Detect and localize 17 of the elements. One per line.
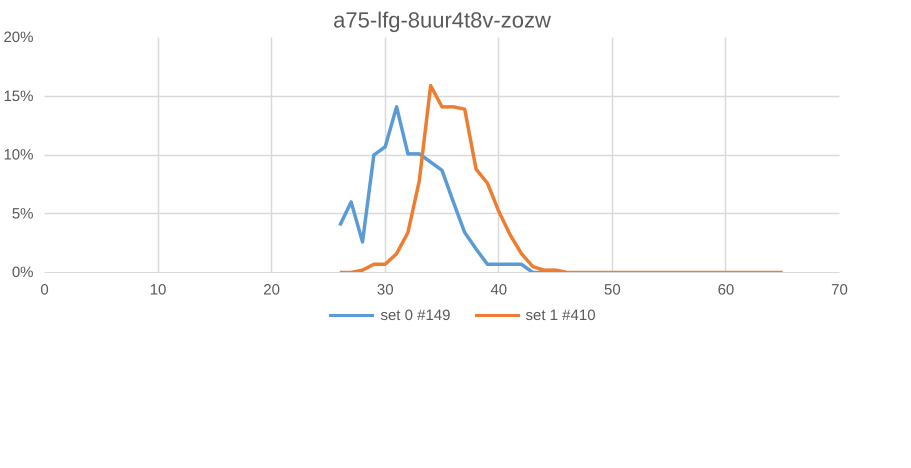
x-tick-label: 70 [831,282,848,298]
x-tick-label: 30 [376,282,394,298]
y-tick-label: 5% [12,205,34,222]
x-tick-label: 0 [40,282,49,298]
x-tick-label: 60 [718,282,734,298]
x-tick-label: 40 [490,282,508,298]
x-tick-label: 20 [263,282,280,298]
line-series [338,84,784,272]
y-tick-label: 10% [3,146,34,164]
chart-title: a75-lfg-8uur4t8v-zozw [333,8,551,32]
legend-label: set 0 #149 [380,306,450,326]
y-tick-label: 20% [3,29,34,46]
y-tick-label: 15% [3,88,34,105]
legend-label: set 1 #410 [526,306,596,326]
x-tick-label: 10 [150,282,166,298]
x-tick-label: 50 [604,282,621,298]
y-tick-label: 0% [12,264,34,281]
